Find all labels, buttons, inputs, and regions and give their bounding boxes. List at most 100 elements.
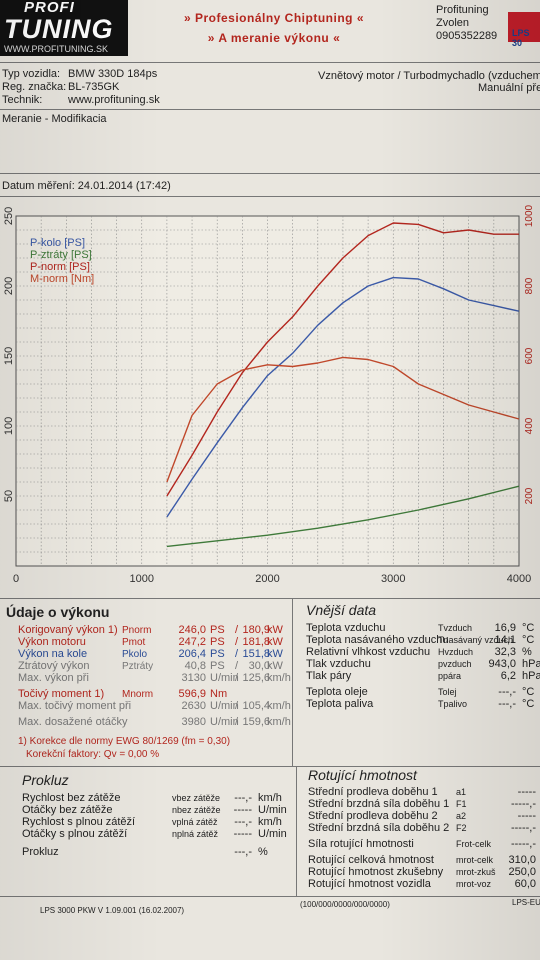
- x-tick-label: 3000: [381, 573, 405, 585]
- external-value: 6,2: [500, 670, 516, 682]
- external-value: 16,9: [494, 622, 516, 634]
- divider: [0, 598, 540, 599]
- x-tick-label: 4000: [507, 573, 531, 585]
- external-unit: %: [522, 646, 532, 658]
- rotating-value: -----,-: [510, 838, 536, 850]
- external-label: Relativní vlhkost vzduchu: [306, 646, 431, 658]
- y-right-tick-label: 600: [524, 347, 535, 364]
- y-left-tick-label: 250: [3, 207, 15, 225]
- performance-label: Max. točivý moment při: [18, 700, 132, 712]
- prokluz-value: ---,-: [234, 792, 252, 804]
- external-unit: °C: [522, 622, 535, 634]
- performance-symbol: Mnorm: [122, 689, 154, 700]
- contact-block: Profituning Zvolen 0905352289: [436, 4, 497, 43]
- series-line-2: [166, 485, 520, 548]
- corner-logo-text: LPS 30: [512, 28, 530, 48]
- performance-unit: U/min: [210, 700, 239, 712]
- banner-line-2: » A meranie výkonu «: [207, 31, 341, 45]
- divider: [0, 196, 540, 197]
- external-symbol: Tnasávaný vzduch: [438, 635, 514, 645]
- prokluz-unit: %: [258, 846, 268, 858]
- logo-top-text: PROFI: [24, 0, 75, 16]
- performance-symbol: Pztráty: [122, 661, 154, 672]
- external-symbol: pvzduch: [438, 659, 472, 669]
- prokluz-value: ---,-: [234, 816, 252, 828]
- performance-value: 2630: [181, 700, 206, 712]
- engine-info: Vznětový motor / Turbodmychadlo (vzduche…: [318, 70, 540, 82]
- rotating-value: 310,0: [508, 854, 536, 866]
- legend-entry-2: P-ztráty [PS]: [30, 249, 92, 261]
- performance-separator: /: [235, 716, 239, 728]
- vehicle-type-value: BMW 330D 184ps: [68, 68, 158, 80]
- prokluz-unit: U/min: [258, 804, 287, 816]
- y-right-tick-label: 200: [524, 487, 535, 504]
- performance-value: 247,2: [178, 636, 206, 648]
- performance-value-2: 105,4: [242, 700, 270, 712]
- performance-value: 206,4: [178, 648, 206, 660]
- external-symbol: Hvzduch: [438, 647, 474, 657]
- prokluz-label: Otáčky s plnou zátěží: [22, 828, 128, 840]
- y-right-tick-label: 1000: [524, 204, 535, 227]
- correction-factor: Korekční faktory: Qv = 0,00 %: [26, 749, 160, 760]
- external-unit: hPa: [522, 670, 540, 682]
- external-value: 32,3: [494, 646, 516, 658]
- divider: [0, 173, 540, 174]
- performance-separator: /: [235, 672, 239, 684]
- divider: [0, 766, 540, 767]
- x-tick-label: 0: [13, 573, 19, 585]
- rotating-label: Rotující hmotnost zkušebny: [308, 866, 444, 878]
- external-symbol: Tpalivo: [438, 699, 468, 709]
- prokluz-value: ---,-: [234, 846, 252, 858]
- external-label: Teplota paliva: [306, 698, 374, 710]
- footer-right: LPS-EUR: [512, 898, 540, 907]
- y-right-tick-label: 800: [524, 277, 535, 294]
- performance-unit: PS: [210, 636, 225, 648]
- power-torque-chart: 0 1000 2000 3000 4000 50 100 150 200 250 200 400 600…: [3, 204, 535, 585]
- divider: [0, 109, 540, 110]
- performance-unit: PS: [210, 624, 225, 636]
- rotating-title: Rotující hmotnost: [308, 767, 417, 783]
- performance-value: 596,9: [178, 688, 206, 700]
- x-tick-label: 2000: [255, 573, 279, 585]
- external-label: Tlak vzduchu: [306, 658, 371, 670]
- rotating-label: Rotující hmotnost vozidla: [308, 878, 431, 890]
- external-unit: °C: [522, 634, 535, 646]
- prokluz-symbol: vbez zátěže: [172, 793, 221, 803]
- performance-value: 3980: [181, 716, 206, 728]
- prokluz-unit: U/min: [258, 828, 287, 840]
- y-left-tick-label: 150: [3, 347, 15, 365]
- prokluz-label: Prokluz: [22, 846, 59, 858]
- y-left-tick-label: 50: [3, 490, 15, 502]
- performance-separator: /: [235, 648, 239, 660]
- rotating-symbol: Frot-celk: [456, 839, 492, 849]
- legend-entry-4: M-norm [Nm]: [30, 273, 94, 285]
- rotating-label: Střední prodleva doběhu 2: [308, 810, 438, 822]
- rotating-value: 250,0: [508, 866, 536, 878]
- rotating-value: -----,-: [510, 798, 536, 810]
- performance-label: Korigovaný výkon 1): [18, 624, 118, 636]
- performance-unit-2: km/h: [267, 672, 291, 684]
- performance-separator: /: [235, 660, 239, 672]
- rotating-value: -----: [517, 786, 536, 798]
- performance-label: Točivý moment 1): [18, 688, 105, 700]
- vehicle-type-label: Typ vozidla:: [2, 68, 61, 80]
- external-label: Teplota nasávaného vzduchu: [306, 634, 449, 646]
- performance-label: Ztrátový výkon: [18, 660, 90, 672]
- reg-value: BL-735GK: [68, 81, 120, 93]
- rotating-symbol: mrot-zkuš: [456, 867, 496, 877]
- performance-unit: Nm: [210, 688, 228, 700]
- banner-line-1: » Profesionálny Chiptuning «: [183, 11, 364, 25]
- header-banner: » Profesionálny Chiptuning « » A meranie…: [124, 8, 424, 48]
- series-line-4: [166, 356, 520, 483]
- contact-city: Zvolen: [436, 17, 470, 29]
- performance-value: 40,8: [184, 660, 206, 672]
- y-left-tick-label: 100: [3, 417, 15, 435]
- technician-value: www.profituning.sk: [68, 94, 160, 106]
- logo-main-text: TUNING: [4, 14, 114, 44]
- external-label: Tlak páry: [306, 670, 352, 682]
- rotating-label: Rotující celková hmotnost: [308, 854, 434, 866]
- performance-separator: /: [235, 624, 239, 636]
- prokluz-unit: km/h: [258, 792, 282, 804]
- column-divider: [292, 598, 293, 766]
